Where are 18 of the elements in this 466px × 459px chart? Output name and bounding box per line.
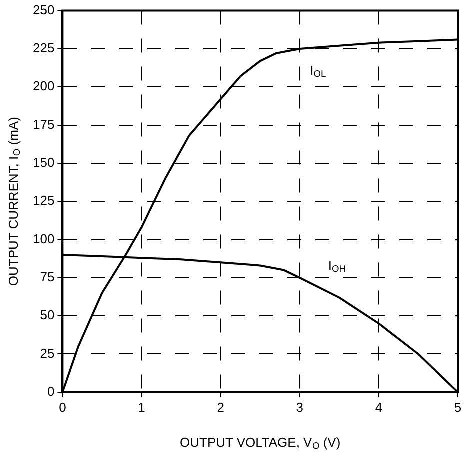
x-tick-label: 2 bbox=[217, 400, 224, 415]
x-tick-label: 4 bbox=[375, 400, 383, 415]
x-tick-label: 5 bbox=[454, 400, 462, 415]
y-tick-label: 250 bbox=[32, 2, 55, 18]
y-tick-label: 75 bbox=[40, 270, 55, 284]
y-tick-label: 175 bbox=[32, 116, 55, 132]
x-tick-label: 1 bbox=[138, 400, 146, 415]
y-axis-title: OUTPUT CURRENT, IO (mA) bbox=[6, 117, 22, 286]
y-tick-label: 100 bbox=[32, 231, 55, 246]
y-tick-label: 150 bbox=[32, 155, 55, 170]
y-tick-label: 50 bbox=[40, 308, 55, 323]
y-tick-label: 225 bbox=[32, 40, 55, 56]
x-tick-label: 3 bbox=[296, 400, 304, 415]
x-tick-label: 0 bbox=[59, 400, 66, 415]
y-tick-label: 25 bbox=[40, 346, 55, 361]
y-tick-label: 200 bbox=[32, 78, 55, 94]
y-tick-label: 0 bbox=[47, 384, 55, 399]
y-tick-label: 125 bbox=[32, 193, 55, 208]
